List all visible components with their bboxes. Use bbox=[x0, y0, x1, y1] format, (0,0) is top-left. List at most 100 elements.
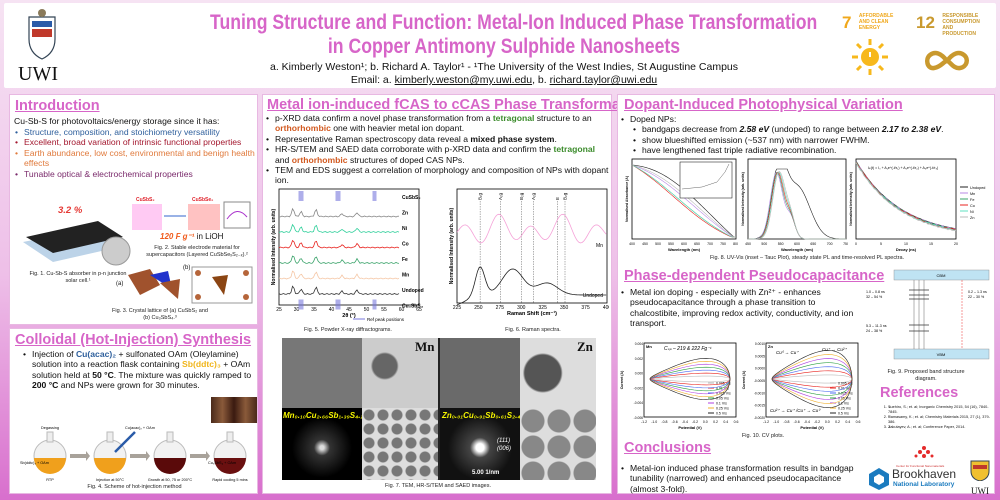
raman-series-label: Mn bbox=[596, 243, 603, 249]
scan-rate-label: 0.05 V/s bbox=[716, 397, 729, 401]
text: Representative Raman spectroscopy data r… bbox=[275, 133, 471, 144]
capacitance-label: 120 F g⁻¹ in LiOH bbox=[160, 232, 223, 241]
lattice-label-b: (b) bbox=[183, 265, 191, 271]
phase-bullets: p-XRD data confirm a novel phase transfo… bbox=[265, 113, 609, 186]
raman-mode-label: E bbox=[555, 197, 560, 200]
growth-temp: 200 °C bbox=[32, 380, 59, 391]
lifetime-label: 24 – 38 % bbox=[866, 329, 883, 333]
legend-label: Undoped bbox=[970, 186, 985, 190]
fig8-caption: Fig. 8. UV-Vis (inset – Tauc Plot), stea… bbox=[709, 255, 905, 261]
text: HR-S/TEM and SAED data corroborate with … bbox=[275, 144, 554, 155]
x-tick-label: 375 bbox=[581, 305, 590, 311]
raman-mode-label: A₁g bbox=[531, 192, 536, 200]
tem-mn-lowmag-image bbox=[362, 408, 438, 480]
legend-label: Zn bbox=[970, 216, 974, 220]
x-tick-label: 325 bbox=[539, 305, 548, 311]
tem-mn-image bbox=[362, 338, 438, 408]
cusbs2-label: CuSbS₂ bbox=[136, 197, 155, 203]
saed-zn-image bbox=[440, 408, 520, 480]
sb-precursor: Sb(ddtc)₃ bbox=[182, 359, 221, 370]
x-tick-label: 750 bbox=[720, 242, 726, 246]
x-tick-label: -0.2 bbox=[692, 420, 698, 424]
x-tick-label: -0.4 bbox=[682, 420, 688, 424]
conclusion-bullet: Metal-ion induced phase transformation r… bbox=[620, 463, 860, 494]
x-tick-label: 20 bbox=[954, 242, 958, 246]
email-link-a[interactable]: kimberly.weston@my.uwi.edu bbox=[394, 74, 533, 86]
lifetime-label: 0.2 – 1.3 ns bbox=[968, 290, 987, 294]
brookhaven-logo: Brookhaven National Laboratory bbox=[868, 467, 968, 493]
x-tick-label: 5 bbox=[880, 242, 882, 246]
x-axis-label: Wavelength (nm) bbox=[781, 247, 814, 252]
x-tick-label: -1.0 bbox=[651, 420, 657, 424]
legend-label: Ni bbox=[970, 210, 974, 214]
layered-structure-figure: CuSbS₂ CuSbSe₂ bbox=[130, 197, 252, 231]
sdg7-badge: 7 AFFORDABLE AND CLEAN ENERGY bbox=[842, 13, 912, 77]
xrd-series-label: Fe bbox=[402, 257, 408, 263]
text: + OAm solution held at bbox=[32, 359, 251, 380]
email-link-b[interactable]: richard.taylor@uwi.edu bbox=[549, 74, 658, 86]
vbm-band bbox=[893, 348, 990, 360]
xrd-series-label: Cu₃SbS₄ bbox=[402, 304, 424, 310]
x-tick-label: 600 bbox=[794, 242, 800, 246]
text: . The mixture was quickly ramped to bbox=[113, 369, 252, 380]
tem-zn-image bbox=[520, 338, 596, 408]
cv-plot-zn: -1.2 -1.0 -0.8 -0.6 -0.4 -0.2 0.0 0.2 0.4 0.6 Pote… bbox=[742, 342, 860, 430]
x-tick-label: 550 bbox=[668, 242, 674, 246]
x-tick-label: 250 bbox=[474, 305, 483, 311]
text: . bbox=[554, 133, 557, 144]
saed-111-label: (111) bbox=[497, 438, 511, 444]
cv-panel-label: Mn bbox=[646, 344, 652, 349]
pl-trace bbox=[747, 171, 846, 240]
reference-item: Ramasamy, K.; et. al; Chemistry Material… bbox=[888, 415, 992, 425]
y-tick-label: -0.0015 bbox=[754, 404, 765, 408]
legend-label: Mn bbox=[970, 192, 975, 196]
hot-injection-scheme: RTP Injection at 50°C Growth at 50, 75 or … bbox=[20, 426, 248, 482]
x-tick-label: 600 bbox=[681, 242, 687, 246]
reference-item: Zakutayev, A.; et. al; Conference Paper,… bbox=[888, 425, 992, 430]
synthesis-heading: Colloidal (Hot-Injection) Synthesis bbox=[15, 332, 252, 348]
flask-neck bbox=[46, 431, 54, 443]
cv-trace bbox=[649, 358, 731, 400]
uwi-footer-logo: UWI bbox=[968, 455, 992, 496]
xrd-series-label: Mn bbox=[402, 273, 409, 279]
legend-label: Fe bbox=[970, 198, 974, 202]
x-axis-label: Wavelength (nm) bbox=[668, 247, 701, 252]
x-tick-label: 40 bbox=[329, 307, 335, 313]
redox-annotation: Cu⁰ → Cu⁺ bbox=[776, 350, 799, 355]
plot-frame bbox=[747, 158, 847, 240]
fig1-caption: Fig. 1. Cu-Sb-S absorber in p-n junction… bbox=[29, 271, 127, 284]
flask-solution bbox=[94, 458, 126, 474]
x-tick-label: -1.0 bbox=[773, 420, 779, 424]
phase-bullet: HR-S/TEM and SAED data corroborate with … bbox=[265, 144, 609, 165]
xrd-trace bbox=[278, 223, 400, 233]
photo-sub-bullet: show blueshifted emission (~537 nm) with… bbox=[620, 135, 994, 146]
synthesis-bullet: Injection of Cu(acac)₂ + sulfonated OAm … bbox=[22, 349, 258, 391]
scheme-label: Degassing bbox=[41, 426, 59, 430]
cbm-label: CBM bbox=[937, 273, 946, 278]
lifetime-label: 5.3 – 11.3 ns bbox=[866, 324, 887, 328]
vials-photo bbox=[211, 397, 257, 423]
sdg12-number: 12 bbox=[916, 13, 935, 32]
x-tick-label: 15 bbox=[929, 242, 933, 246]
scan-rate-label: 0.1 V/s bbox=[716, 402, 727, 406]
authors: a. Kimberly Weston¹; b. Richard A. Taylo… bbox=[254, 61, 754, 87]
raman-trace-undoped bbox=[456, 266, 607, 306]
y-tick-label: 0.0010 bbox=[755, 342, 765, 346]
sdg12-text: RESPONSIBLE CONSUMPTION AND PRODUCTION bbox=[942, 13, 980, 37]
x-tick-label: 450 bbox=[642, 242, 648, 246]
y-tick-label: -0.002 bbox=[634, 386, 644, 390]
tem-label-zn: Zn bbox=[577, 339, 593, 354]
fig7-caption: Fig. 7. TEM, HR-S/TEM and SAED images. bbox=[385, 483, 491, 489]
cu-precursor: Cu(acac)₂ bbox=[75, 349, 117, 359]
uv-trace bbox=[631, 164, 736, 238]
cfn-text: Center for Functional Nanomaterials bbox=[896, 464, 945, 468]
legend-label: Co bbox=[970, 204, 975, 208]
step-label: Growth at 50, 75 or 200°C bbox=[148, 478, 192, 482]
flask-neck bbox=[226, 431, 234, 443]
phase-transformation-section: Metal ion-induced fCAS to cCAS Phase Tra… bbox=[262, 94, 646, 494]
text: Injection of bbox=[32, 349, 76, 359]
phase-bullet: TEM and EDS suggest a correlation of mor… bbox=[265, 165, 609, 186]
intro-bullet: Excellent, broad variation of intrinsic … bbox=[14, 137, 256, 148]
x-tick-label: 60 bbox=[399, 307, 405, 313]
